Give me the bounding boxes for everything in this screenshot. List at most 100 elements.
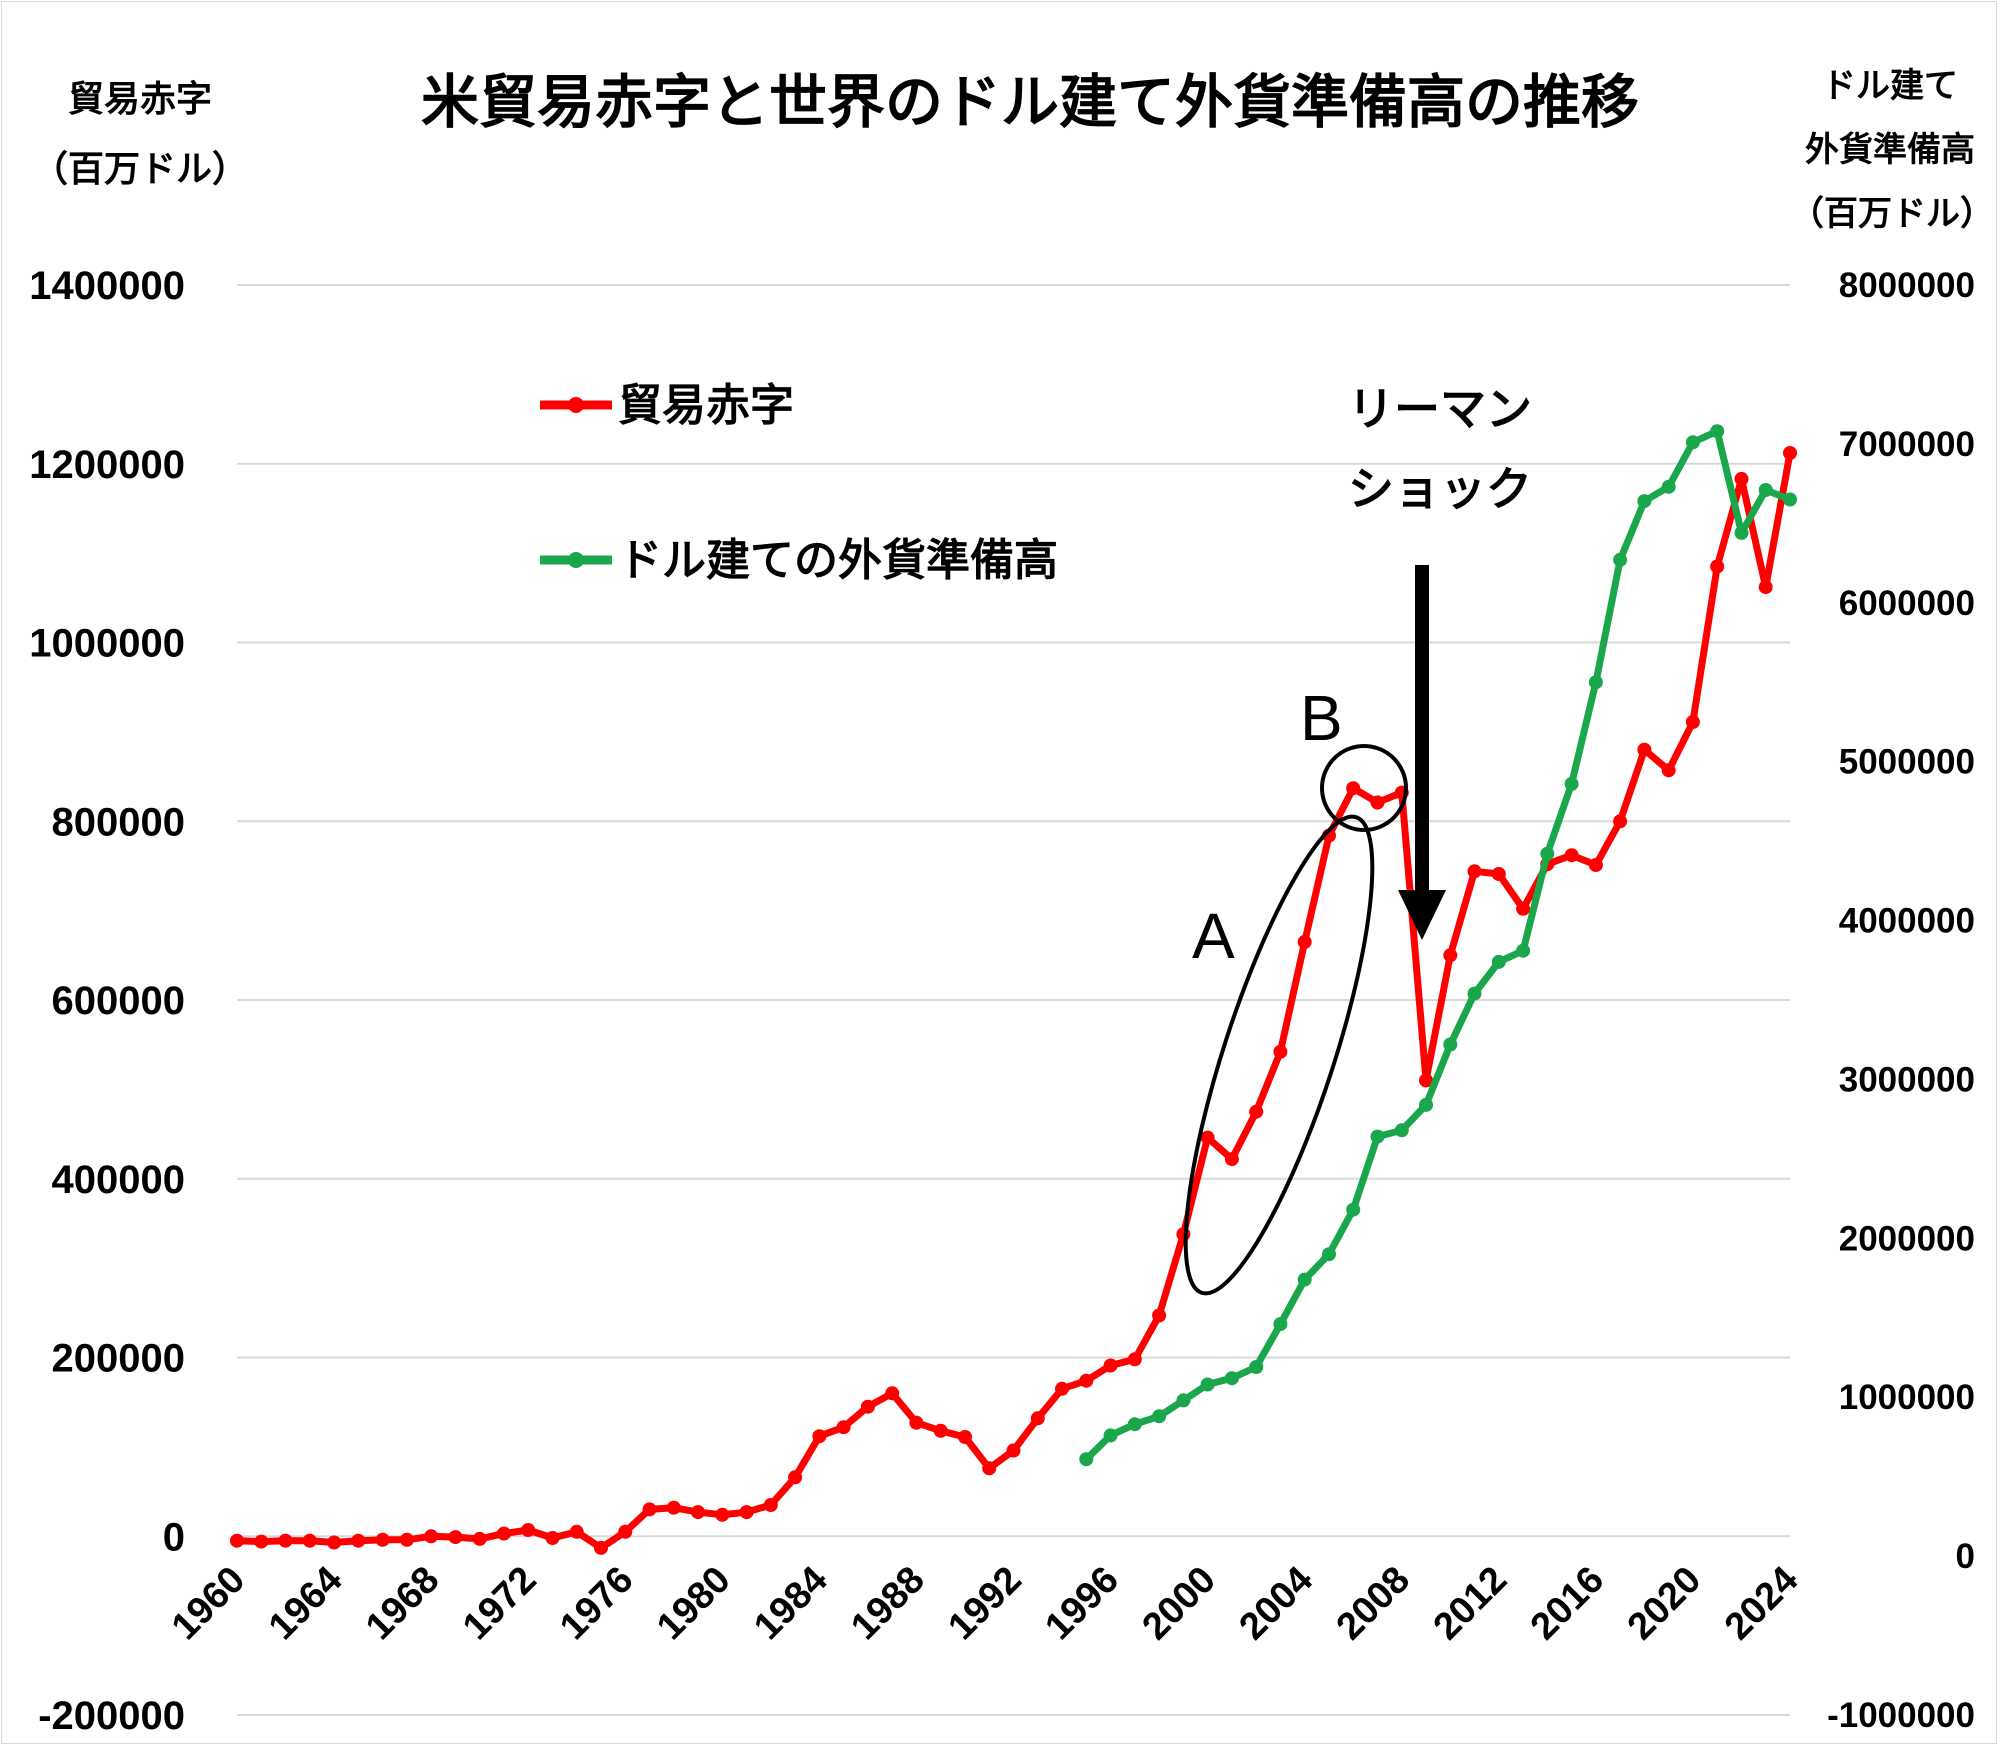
series-0-point-1968 xyxy=(424,1529,439,1544)
series-1-point-2023 xyxy=(1758,483,1773,497)
x-tick-label-0: 1960 xyxy=(164,1559,253,1648)
x-tick-label-4: 1976 xyxy=(552,1559,641,1648)
series-0-point-1978 xyxy=(666,1500,681,1515)
x-tick-label-7: 1988 xyxy=(843,1559,932,1648)
series-1-point-2005 xyxy=(1322,1247,1336,1262)
series-0-point-1964 xyxy=(327,1535,342,1550)
series-1-point-2008 xyxy=(1394,1123,1409,1138)
series-0-point-2016 xyxy=(1588,858,1603,872)
x-tick-label-9: 1996 xyxy=(1037,1559,1126,1648)
series-1-point-2014 xyxy=(1540,846,1555,861)
right-tick-label-4: 3000000 xyxy=(1839,1060,1975,1099)
series-0-point-1973 xyxy=(545,1531,560,1545)
series-0-point-2012 xyxy=(1491,867,1506,881)
legend-marker-green xyxy=(568,552,584,568)
right-tick-label-7: 6000000 xyxy=(1839,584,1975,623)
right-axis-label-line1: ドル建て xyxy=(1822,66,1958,106)
series-0-point-2002 xyxy=(1249,1104,1264,1119)
series-0-point-1982 xyxy=(763,1498,778,1512)
left-tick-label-2: 200000 xyxy=(52,1337,185,1381)
series-1-point-2021 xyxy=(1710,424,1725,439)
right-tick-label-8: 7000000 xyxy=(1839,425,1975,464)
series-0-point-1963 xyxy=(302,1533,317,1548)
series-0-point-1960 xyxy=(230,1533,244,1548)
series-1-point-2013 xyxy=(1516,943,1531,958)
series-0-point-1977 xyxy=(642,1502,657,1517)
series-0-point-1984 xyxy=(812,1429,827,1444)
series-0-point-1981 xyxy=(739,1505,754,1520)
series-0-point-2013 xyxy=(1516,901,1531,916)
series-0-point-2009 xyxy=(1419,1073,1433,1088)
legend-label-reserves: ドル建ての外貨準備高 xyxy=(618,535,1058,586)
series-0-point-1996 xyxy=(1103,1358,1118,1373)
annotations: A B リーマン ショック xyxy=(1183,382,1532,1296)
series-1-point-1998 xyxy=(1152,1409,1167,1424)
series-1-point-2020 xyxy=(1685,435,1700,450)
series-0-point-1965 xyxy=(351,1533,366,1548)
right-tick-label-0: -1000000 xyxy=(1827,1696,1975,1735)
series-1-point-2011 xyxy=(1467,986,1482,1001)
right-tick-label-2: 1000000 xyxy=(1839,1378,1975,1417)
series-0-point-1961 xyxy=(254,1534,269,1549)
series-0-point-1967 xyxy=(399,1532,414,1547)
gridlines xyxy=(237,284,1790,1716)
right-axis-label-line2: 外貨準備高 xyxy=(1805,130,1975,170)
series-0-point-2018 xyxy=(1637,742,1652,757)
series-0-point-1992 xyxy=(1006,1443,1021,1458)
series-1-point-2009 xyxy=(1419,1097,1433,1112)
series-1-point-2002 xyxy=(1249,1360,1264,1374)
series-0-point-2003 xyxy=(1273,1044,1288,1059)
series-0-point-2011 xyxy=(1467,864,1482,879)
left-tick-label-7: 1200000 xyxy=(29,443,185,487)
x-tick-label-8: 1992 xyxy=(940,1559,1029,1648)
series-0-point-1966 xyxy=(375,1532,390,1547)
series-0-point-1962 xyxy=(278,1533,293,1548)
series-1-point-2006 xyxy=(1346,1202,1361,1217)
series-1-point-2007 xyxy=(1370,1129,1385,1144)
x-tick-label-5: 1980 xyxy=(649,1559,738,1648)
series-1-point-2019 xyxy=(1661,479,1676,494)
right-tick-label-1: 0 xyxy=(1956,1537,1975,1576)
series-0-point-1971 xyxy=(496,1526,511,1541)
series-0-point-2022 xyxy=(1734,471,1749,486)
series-0-point-1989 xyxy=(933,1423,948,1438)
series-0-point-1980 xyxy=(715,1507,730,1522)
left-tick-label-1: 0 xyxy=(163,1515,185,1559)
series-0-point-1998 xyxy=(1152,1308,1167,1323)
x-tick-label-14: 2016 xyxy=(1523,1559,1612,1648)
series-0-point-1995 xyxy=(1079,1373,1094,1388)
series-0-point-1999 xyxy=(1176,1227,1191,1242)
series-0-point-1974 xyxy=(569,1524,584,1539)
legend-marker-red xyxy=(568,397,584,413)
right-tick-label-6: 5000000 xyxy=(1839,743,1975,782)
series-0-point-2001 xyxy=(1224,1152,1239,1167)
series-1-point-2004 xyxy=(1297,1272,1312,1287)
series-0-point-1976 xyxy=(618,1524,633,1539)
series-0-point-2019 xyxy=(1661,763,1676,778)
legend-label-trade-deficit: 貿易赤字 xyxy=(618,380,794,431)
x-tick-label-3: 1972 xyxy=(455,1559,544,1648)
annotation-label-b: B xyxy=(1300,682,1343,754)
series-0-point-2007 xyxy=(1370,795,1385,810)
legend-item-reserves: ドル建ての外貨準備高 xyxy=(540,535,1058,586)
series-1-point-2022 xyxy=(1734,525,1749,540)
series-0-point-1979 xyxy=(691,1505,705,1520)
annotation-lehman-line2: ショック xyxy=(1348,462,1532,516)
series-0-point-1983 xyxy=(788,1470,803,1485)
right-tick-label-9: 8000000 xyxy=(1839,266,1975,305)
annotation-ellipse-a xyxy=(1183,814,1375,1296)
lehman-arrow-head xyxy=(1398,890,1446,940)
annotation-label-a: A xyxy=(1192,900,1235,972)
left-axis-label-line2: （百万ドル） xyxy=(31,149,248,190)
series-0-point-1987 xyxy=(885,1386,900,1401)
annotation-circle-b xyxy=(1320,744,1408,832)
series-1-point-2001 xyxy=(1224,1371,1239,1386)
series-0-point-1990 xyxy=(958,1430,972,1444)
x-tick-label-2: 1968 xyxy=(358,1559,447,1648)
series-1-point-2015 xyxy=(1564,776,1579,791)
series-0-point-1985 xyxy=(836,1420,851,1435)
right-axis-ticks: -1000000 0 1000000 2000000 3000000 4000000 500… xyxy=(1827,266,1975,1735)
series-0-point-1970 xyxy=(472,1531,487,1546)
